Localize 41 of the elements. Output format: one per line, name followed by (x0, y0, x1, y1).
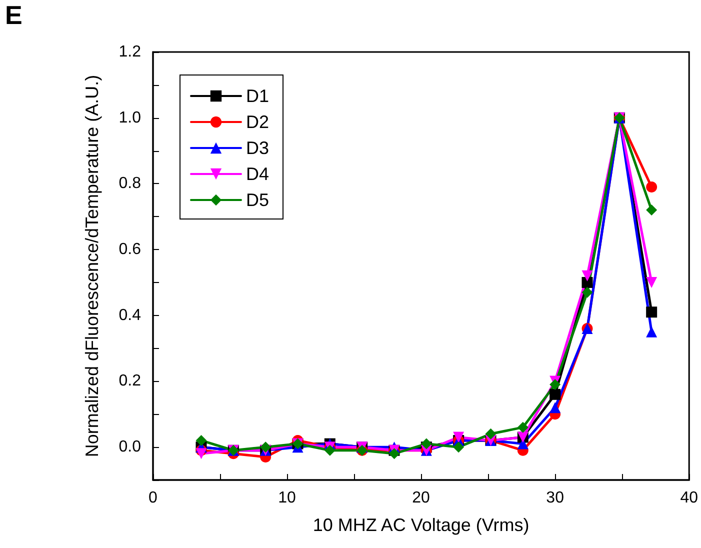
x-axis-title: 10 MHZ AC Voltage (Vrms) (312, 515, 530, 535)
legend-label: D4 (246, 164, 270, 184)
point (646, 181, 658, 192)
y-tick-label: 0.8 (118, 175, 142, 192)
legend-label: D1 (246, 86, 270, 106)
x-tick-label: 20 (412, 490, 430, 506)
point (550, 388, 561, 400)
y-tick-label: 0.0 (118, 438, 142, 456)
y-tick-label: 1.0 (118, 109, 142, 126)
point (582, 276, 593, 288)
point (453, 442, 464, 453)
legend-label: D3 (246, 138, 270, 158)
x-tick-label: 40 (680, 490, 698, 506)
point (646, 276, 658, 288)
point (388, 448, 400, 460)
y-tick-label: 0.6 (118, 241, 142, 258)
point (582, 270, 593, 282)
legend-label: D2 (246, 112, 270, 132)
text: E (5, 0, 22, 30)
legend-label: D5 (246, 190, 270, 210)
point (517, 422, 528, 433)
point (196, 434, 207, 446)
point (196, 448, 207, 460)
point (582, 286, 593, 298)
point (646, 306, 658, 318)
point (646, 204, 658, 216)
point (646, 326, 658, 338)
y-tick-label: 1.2 (118, 44, 142, 60)
point (324, 444, 336, 456)
point (485, 428, 496, 440)
point (550, 379, 561, 390)
y-axis-title: Normalized dFluorescence/dTemperature (A.U.) (82, 74, 102, 458)
y-tick-label: 0.4 (118, 306, 142, 324)
x-tick-label: 30 (546, 490, 564, 506)
x-tick-label: 10 (278, 490, 296, 506)
point (550, 402, 561, 414)
x-tick-label: 0 (148, 490, 158, 506)
y-tick-label: 0.2 (118, 372, 142, 390)
point (420, 438, 432, 450)
point (453, 432, 464, 443)
point (260, 442, 272, 453)
